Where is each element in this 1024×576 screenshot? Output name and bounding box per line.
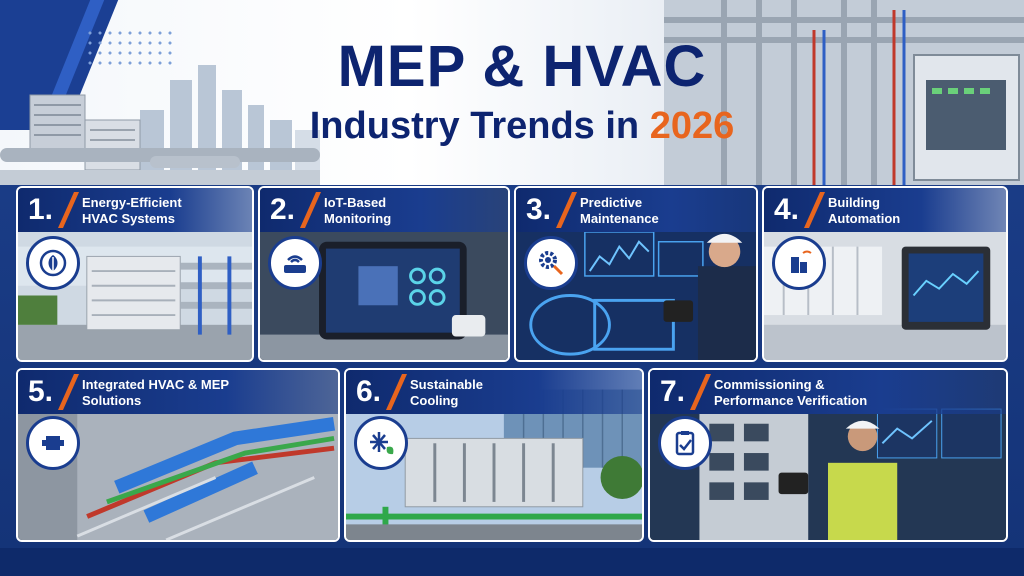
card-number: 6. (356, 375, 382, 408)
card-title: Integrated HVAC & MEP Solutions (82, 377, 229, 408)
card-number: 3. (526, 193, 552, 226)
page-title: MEP & HVAC (337, 34, 707, 99)
clipboard-check-icon (658, 416, 712, 470)
card-title: IoT-Based Monitoring (324, 195, 392, 226)
card-title: Commissioning & Performance Verification (714, 377, 868, 408)
plant-room-illustration (664, 0, 1024, 185)
wifi-router-icon (268, 236, 322, 290)
smart-building-icon (772, 236, 826, 290)
gear-search-icon (524, 236, 578, 290)
card-title: Predictive Maintenance (580, 195, 659, 226)
trend-card-7: 7. Commissioning & Performance Verificat… (648, 368, 1008, 542)
subtitle-year: 2026 (649, 105, 735, 147)
trend-card-6: 6. Sustainable Cooling (344, 368, 644, 542)
trend-card-4: 4. Building Automation (762, 186, 1008, 362)
card-header-band (18, 188, 252, 232)
card-number: 5. (28, 375, 54, 408)
integration-puzzle-icon (26, 416, 80, 470)
card-number: 2. (270, 193, 296, 226)
city-skyline-illustration (0, 65, 320, 185)
footer-band (0, 548, 1024, 576)
subtitle-prefix: Industry Trends in (309, 105, 640, 147)
trend-card-1: 1. Energy-Efficient HVAC Systems (16, 186, 254, 362)
snowflake-leaf-icon (354, 416, 408, 470)
card-number: 1. (28, 193, 54, 226)
card-title: Building Automation (828, 195, 901, 226)
card-number: 4. (774, 193, 800, 226)
page-subtitle: Industry Trends in 2026 (262, 102, 782, 150)
header-banner: MEP & HVAC Industry Trends in 2026 (0, 0, 1024, 185)
trend-card-3: 3. Predictive Maintenance (514, 186, 758, 362)
card-header-band (516, 188, 756, 232)
trend-card-2: 2. IoT-Based Monitoring (258, 186, 510, 362)
dot-pattern (85, 28, 175, 68)
card-title: Sustainable Cooling (410, 377, 483, 408)
card-title: Energy-Efficient HVAC Systems (82, 195, 182, 226)
trend-card-5: 5. Integrated HVAC & MEP Solutions (16, 368, 340, 542)
card-number: 7. (660, 375, 686, 408)
leaf-recycle-icon (26, 236, 80, 290)
title-block: MEP & HVAC Industry Trends in 2026 (262, 36, 782, 150)
